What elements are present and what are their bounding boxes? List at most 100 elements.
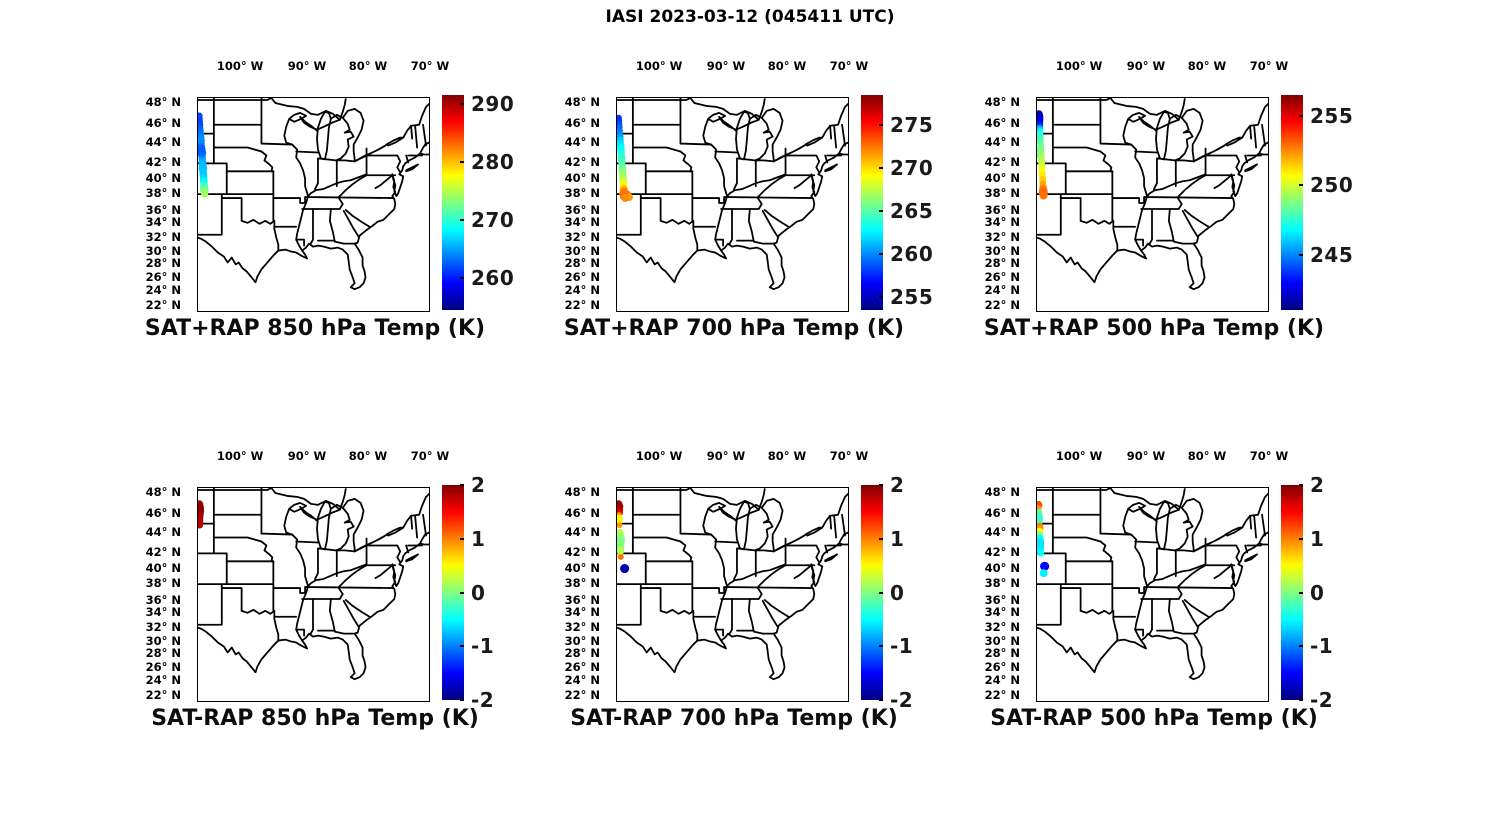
lat-tick-label: 26° N <box>564 659 600 674</box>
observation-point <box>198 521 204 529</box>
lat-tick-label: 42° N <box>564 154 600 169</box>
colorbar-tick-mark <box>879 296 883 299</box>
map-axes <box>1036 487 1269 702</box>
colorbar-tick-label: 275 <box>890 113 934 138</box>
lat-tick-label: 34° N <box>984 214 1020 229</box>
panel-sat-plus-rap-500: 100° W 90° W 80° W 70° W 48° N 46° N 44° N 42°… <box>969 55 1353 355</box>
colorbar-tick-mark <box>1299 184 1303 187</box>
lat-tick-label: 26° N <box>984 269 1020 284</box>
colorbar-tick-label: 1 <box>471 526 486 551</box>
colorbar-tick-mark <box>879 484 883 486</box>
lon-tick-label: 80° W <box>348 59 388 73</box>
observation-point <box>1037 153 1039 159</box>
lon-axis-labels: 100° W 90° W 80° W 70° W <box>1036 59 1288 77</box>
lat-tick-label: 48° N <box>564 484 600 499</box>
lon-tick-label: 100° W <box>216 59 264 73</box>
lat-tick-label: 28° N <box>984 255 1020 270</box>
colorbar-tick-label: 265 <box>890 199 934 224</box>
lat-tick-label: 26° N <box>984 659 1020 674</box>
colorbar-tick-mark <box>460 484 464 486</box>
colorbar-tick-label: 260 <box>890 242 934 267</box>
scatter-points <box>617 114 633 202</box>
lon-tick-label: 100° W <box>1055 449 1103 463</box>
lon-tick-label: 90° W <box>706 59 746 73</box>
colorbar-tick-mark <box>460 591 464 594</box>
lon-tick-label: 90° W <box>287 449 327 463</box>
lat-tick-label: 42° N <box>564 544 600 559</box>
observation-point <box>1037 538 1040 546</box>
lat-tick-label: 48° N <box>145 94 181 109</box>
lat-tick-label: 30° N <box>564 633 600 648</box>
lat-axis-labels: 48° N 46° N 44° N 42° N 40° N 38° N 36° N 34° N… <box>130 94 190 312</box>
lat-axis-labels: 48° N 46° N 44° N 42° N 40° N 38° N 36° N 34° N… <box>969 95 1029 312</box>
lat-tick-label: 22° N <box>984 297 1020 312</box>
observation-point <box>1039 191 1048 200</box>
lat-tick-label: 38° N <box>564 186 600 201</box>
lon-tick-label: 90° W <box>706 449 746 463</box>
lat-tick-label: 22° N <box>564 687 600 702</box>
colorbar <box>1281 95 1303 310</box>
lon-tick-label: 100° W <box>216 449 264 463</box>
map-axes <box>197 97 430 312</box>
lat-tick-label: 36° N <box>145 203 181 218</box>
colorbar <box>442 485 464 700</box>
lon-tick-label: 90° W <box>1126 449 1166 463</box>
lat-tick-label: 22° N <box>145 687 181 702</box>
observation-point <box>617 547 625 556</box>
colorbar-tick-mark <box>460 218 464 221</box>
observation-point <box>617 553 624 560</box>
map-axes <box>197 487 430 702</box>
colorbar-tick-mark <box>1299 114 1303 117</box>
colorbar-tick-mark <box>1299 484 1303 486</box>
colorbar-tick-mark <box>879 253 883 256</box>
colorbar-tick-label: 280 <box>471 149 515 174</box>
lat-axis-labels: 48° N 46° N 44° N 42° N 40° N 38° N 36° N 34° N… <box>549 95 609 312</box>
lat-tick-label: 28° N <box>564 255 600 270</box>
colorbar-tick-mark <box>879 124 883 127</box>
lat-tick-label: 34° N <box>145 604 181 619</box>
panel-sat-minus-rap-500: 100° W 90° W 80° W 70° W 48° N 46° N 44° N 42°… <box>969 445 1349 745</box>
lon-tick-label: 80° W <box>1187 449 1227 463</box>
colorbar-tick-label: 2 <box>890 473 905 497</box>
colorbar-tick-mark <box>1299 537 1303 540</box>
colorbar-tick-label: 0 <box>471 580 486 605</box>
lat-tick-label: 42° N <box>145 154 181 169</box>
lat-tick-label: 36° N <box>564 593 600 608</box>
lat-tick-label: 26° N <box>564 269 600 284</box>
colorbar-tick-label: 255 <box>890 285 934 310</box>
map-axes <box>616 487 849 702</box>
lon-tick-label: 90° W <box>1126 59 1166 73</box>
lat-tick-label: 32° N <box>145 619 181 634</box>
lat-tick-label: 44° N <box>145 134 181 149</box>
lon-tick-label: 70° W <box>1249 449 1289 463</box>
scatter-points <box>617 500 630 574</box>
lat-tick-label: 40° N <box>145 171 181 186</box>
lat-tick-label: 40° N <box>145 561 181 576</box>
colorbar-tick-mark <box>460 277 464 280</box>
lat-tick-label: 38° N <box>564 576 600 591</box>
colorbar-tick-label: 260 <box>471 266 515 291</box>
lon-tick-label: 80° W <box>767 59 807 73</box>
lat-tick-label: 30° N <box>984 243 1020 258</box>
colorbar-tick-mark <box>460 102 464 105</box>
lon-tick-label: 80° W <box>1187 59 1227 73</box>
panel-sat-minus-rap-700: 100° W 90° W 80° W 70° W 48° N 46° N 44° N 42°… <box>549 445 929 745</box>
lon-tick-label: 100° W <box>1055 59 1103 73</box>
lat-tick-label: 30° N <box>145 633 181 648</box>
colorbar-tick-label: 255 <box>1310 103 1354 128</box>
lon-axis-labels: 100° W 90° W 80° W 70° W <box>1036 449 1288 467</box>
colorbar-tick-label: 250 <box>1310 173 1354 198</box>
lat-tick-label: 40° N <box>564 561 600 576</box>
lat-tick-label: 30° N <box>564 243 600 258</box>
lat-tick-label: 42° N <box>984 154 1020 169</box>
lat-tick-label: 48° N <box>145 484 181 499</box>
colorbar-tick-label: -1 <box>471 634 495 659</box>
lat-tick-label: 46° N <box>564 506 600 520</box>
observation-point <box>1037 147 1039 154</box>
lat-tick-label: 32° N <box>564 229 600 244</box>
lat-tick-label: 46° N <box>984 506 1020 520</box>
lat-tick-label: 36° N <box>984 593 1020 608</box>
lat-tick-label: 46° N <box>984 116 1020 130</box>
lat-tick-label: 44° N <box>564 524 600 539</box>
